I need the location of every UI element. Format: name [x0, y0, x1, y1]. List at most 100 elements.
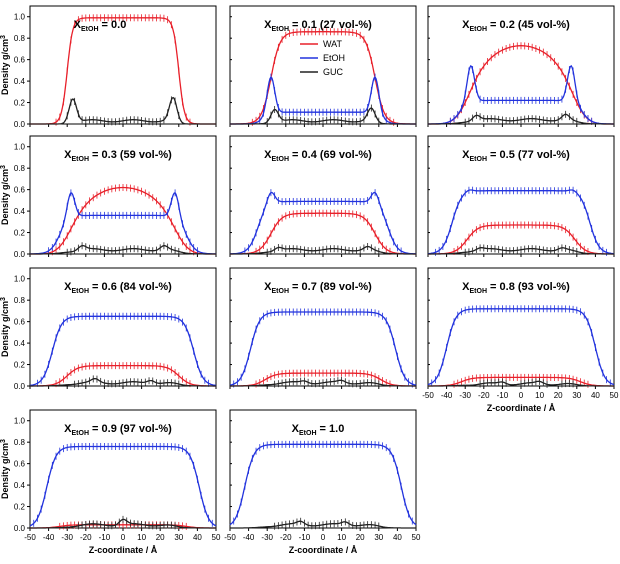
series-etoh-errorbars — [435, 186, 607, 256]
series-etoh-errorbars — [233, 440, 413, 525]
series-etoh-errorbars — [244, 189, 402, 255]
x-tick-label: 50 — [610, 391, 619, 400]
y-tick-label: 0.6 — [14, 318, 26, 327]
series-wat-errorbars — [449, 42, 593, 125]
x-tick-label: -20 — [280, 533, 292, 542]
x-axis-title: Z-coordinate / Å — [289, 545, 358, 555]
legend-label-etoh: EtOH — [323, 53, 345, 63]
x-tick-label: -50 — [422, 391, 434, 400]
x-tick-label: 0 — [519, 391, 524, 400]
x-tick-label: 40 — [591, 391, 600, 400]
series-etoh-line — [229, 443, 417, 526]
y-tick-label: 0.6 — [14, 56, 26, 65]
series-etoh-errorbars — [37, 312, 209, 387]
series-etoh-line — [29, 445, 217, 527]
y-tick-label: 1.0 — [14, 275, 26, 284]
panel-title: XEtOH = 0.4 (69 vol-%) — [264, 149, 372, 163]
panel-title: XEtOH = 1.0 — [292, 423, 345, 437]
x-tick-label: -10 — [99, 533, 111, 542]
y-tick-label: 0.4 — [14, 207, 26, 216]
y-tick-label: 0.0 — [14, 382, 26, 391]
panel-1: XEtOH = 0.1 (27 vol-%) WAT EtOH GUC — [229, 5, 417, 127]
series-etoh-line — [428, 64, 614, 125]
series-wat-errorbars — [255, 209, 391, 255]
y-tick-label: 0.2 — [14, 503, 26, 512]
panel-title: XEtOH = 0.5 (77 vol-%) — [462, 149, 570, 163]
series-wat-errorbars — [55, 362, 191, 388]
series-etoh-errorbars — [48, 189, 198, 255]
x-tick-label: -10 — [497, 391, 509, 400]
legend-label-wat: WAT — [323, 39, 342, 49]
x-tick-label: 10 — [535, 391, 544, 400]
y-tick-label: 0.8 — [14, 438, 26, 447]
series-guc-errorbars — [479, 377, 574, 388]
panel-title: XEtOH = 0.9 (97 vol-%) — [64, 423, 172, 437]
panel-title: XEtOH = 0.6 (84 vol-%) — [64, 281, 172, 295]
y-tick-label: 0.6 — [14, 460, 26, 469]
x-tick-label: 20 — [156, 533, 165, 542]
panel-9: 0.0 0.2 0.4 0.6 0.8 1.0 Density g/cm3 -50 -40 -30… — [0, 409, 221, 555]
series-etoh-errorbars — [33, 442, 213, 527]
x-tick-label: 40 — [393, 533, 402, 542]
series-guc-errorbars — [464, 244, 578, 256]
y-tick-label: 1.0 — [14, 417, 26, 426]
x-tick-label: 40 — [193, 533, 202, 542]
series-guc-errorbars — [77, 515, 176, 530]
panel-title: XEtOH = 0.8 (93 vol-%) — [462, 281, 570, 295]
x-tick-label: 0 — [321, 533, 326, 542]
x-tick-label: 0 — [121, 533, 126, 542]
legend-label-guc: GUC — [323, 67, 344, 77]
x-tick-label: 20 — [356, 533, 365, 542]
x-tick-label: -40 — [43, 533, 55, 542]
series-wat-line — [30, 17, 216, 125]
panel-6: 0.0 0.2 0.4 0.6 0.8 1.0 Density g/cm3 XEtOH = 0… — [0, 267, 217, 391]
panel-title: XEtOH = 0.3 (59 vol-%) — [64, 149, 172, 163]
y-tick-label: 0.0 — [14, 524, 26, 533]
series-guc-errorbars — [274, 376, 380, 388]
y-tick-label: 0.0 — [14, 250, 26, 259]
x-tick-label: -40 — [441, 391, 453, 400]
x-axis-title: Z-coordinate / Å — [89, 545, 158, 555]
x-tick-label: 30 — [572, 391, 581, 400]
y-tick-label: 1.0 — [14, 13, 26, 22]
x-tick-label: -30 — [261, 533, 273, 542]
legend: WAT EtOH GUC — [300, 39, 345, 77]
panel-7: XEtOH = 0.7 (89 vol-%) — [229, 267, 417, 389]
series-etoh-line — [230, 76, 416, 125]
series-wat-line — [428, 45, 614, 125]
y-tick-label: 0.2 — [14, 229, 26, 238]
panel-title: XEtOH = 0.1 (27 vol-%) — [264, 19, 372, 33]
series-wat-line — [30, 186, 216, 255]
x-tick-label: -20 — [478, 391, 490, 400]
series-wat-errorbars — [55, 14, 191, 126]
series-etoh-errorbars — [233, 308, 413, 388]
y-tick-label: 0.2 — [14, 361, 26, 370]
y-tick-label: 0.4 — [14, 77, 26, 86]
series-guc-errorbars — [66, 242, 180, 256]
y-axis-title: Density g/cm3 — [0, 35, 10, 95]
series-etoh-errorbars — [449, 66, 593, 125]
series-guc-errorbars — [274, 517, 380, 530]
series-wat-errorbars — [51, 184, 195, 256]
panel-title: XEtOH = 0.7 (89 vol-%) — [264, 281, 372, 295]
y-tick-label: 0.0 — [14, 120, 26, 129]
panel-title: XEtOH = 0.0 — [74, 19, 127, 33]
series-etoh-line — [427, 308, 615, 386]
y-tick-label: 1.0 — [14, 143, 26, 152]
panel-10: -50 -40 -30 -20 -10 0 10 20 30 40 50 Z-coordinate /… — [224, 409, 421, 555]
series-guc-errorbars — [74, 375, 180, 388]
y-tick-label: 0.8 — [14, 34, 26, 43]
x-tick-label: -20 — [80, 533, 92, 542]
x-tick-label: -30 — [459, 391, 471, 400]
y-tick-label: 0.4 — [14, 481, 26, 490]
panel-3: 0.0 0.2 0.4 0.6 0.8 1.0 Density g/cm3 XEtOH = 0… — [0, 135, 217, 259]
panel-8: -50 -40 -30 -20 -10 0 10 20 30 40 50 Z-coordinate /… — [422, 267, 619, 413]
panel-0: 0.0 0.2 0.4 0.6 0.8 1.0 Density g/cm3 XEtOH = 0… — [0, 5, 217, 129]
y-tick-label: 0.8 — [14, 164, 26, 173]
y-axis-title: Density g/cm3 — [0, 165, 10, 225]
series-etoh-line — [29, 315, 217, 387]
series-etoh-errorbars — [431, 305, 611, 387]
panel-4: XEtOH = 0.4 (69 vol-%) — [229, 135, 417, 257]
x-tick-label: 10 — [137, 533, 146, 542]
series-etoh-line — [30, 192, 216, 255]
